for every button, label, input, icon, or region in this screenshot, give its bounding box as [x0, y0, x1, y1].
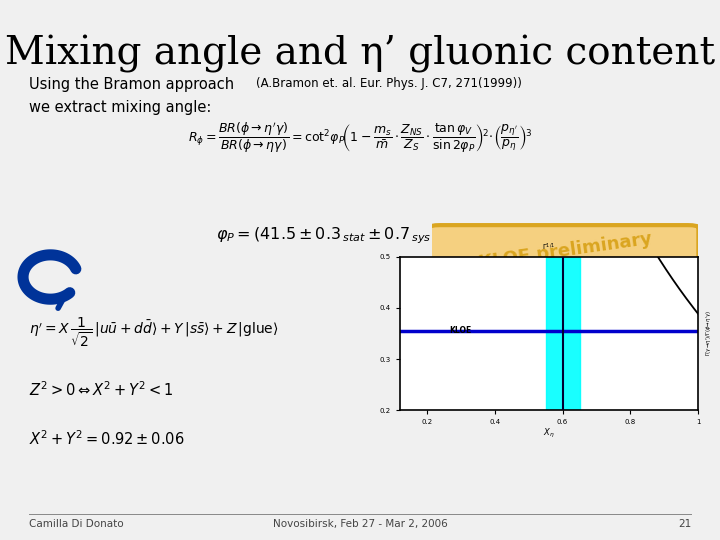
Text: 21: 21	[678, 519, 691, 530]
Text: Camilla Di Donato: Camilla Di Donato	[29, 519, 123, 530]
Text: (A.Bramon et. al. Eur. Phys. J. C7, 271(1999)): (A.Bramon et. al. Eur. Phys. J. C7, 271(…	[256, 77, 521, 90]
Text: Using the Bramon approach: Using the Bramon approach	[29, 77, 234, 92]
Text: KLOE preliminary: KLOE preliminary	[477, 230, 653, 272]
Text: $\eta^{\prime} = X\,\dfrac{1}{\sqrt{2}}\,|u\bar{u}+d\bar{d}\rangle + Y\,|s\bar{s: $\eta^{\prime} = X\,\dfrac{1}{\sqrt{2}}\…	[29, 316, 279, 349]
Text: $R_\phi = \dfrac{BR(\phi \rightarrow \eta^{\prime}\gamma)}{BR(\phi \rightarrow \: $R_\phi = \dfrac{BR(\phi \rightarrow \et…	[188, 120, 532, 155]
X-axis label: $X_\eta$: $X_\eta$	[543, 427, 555, 440]
Text: $\varphi_P = \left(41.5 \pm 0.3_{\,stat} \pm 0.7_{\,sys} \pm 0.6_{\,th}\right){}: $\varphi_P = \left(41.5 \pm 0.3_{\,stat}…	[215, 226, 505, 246]
Text: Mixing angle and η’ gluonic content: Mixing angle and η’ gluonic content	[5, 35, 715, 73]
FancyBboxPatch shape	[429, 225, 698, 281]
Text: $\Gamma(\gamma\!\to\!\eta^\prime)/\Gamma(\phi\!\to\!\eta^\prime\gamma)$: $\Gamma(\gamma\!\to\!\eta^\prime)/\Gamma…	[704, 310, 714, 356]
Text: $X^2 + Y^2 = 0.92 \pm 0.06$: $X^2 + Y^2 = 0.92 \pm 0.06$	[29, 429, 184, 448]
Text: we extract mixing angle:: we extract mixing angle:	[29, 100, 211, 115]
Text: Novosibirsk, Feb 27 - Mar 2, 2006: Novosibirsk, Feb 27 - Mar 2, 2006	[273, 519, 447, 530]
Bar	[546, 256, 580, 410]
Text: $\Gamma^{1/1}$: $\Gamma^{1/1}$	[542, 242, 556, 253]
Text: $Z^2 > 0 \Leftrightarrow X^2 + Y^2 < 1$: $Z^2 > 0 \Leftrightarrow X^2 + Y^2 < 1$	[29, 381, 174, 400]
Text: KLOE: KLOE	[449, 326, 472, 335]
